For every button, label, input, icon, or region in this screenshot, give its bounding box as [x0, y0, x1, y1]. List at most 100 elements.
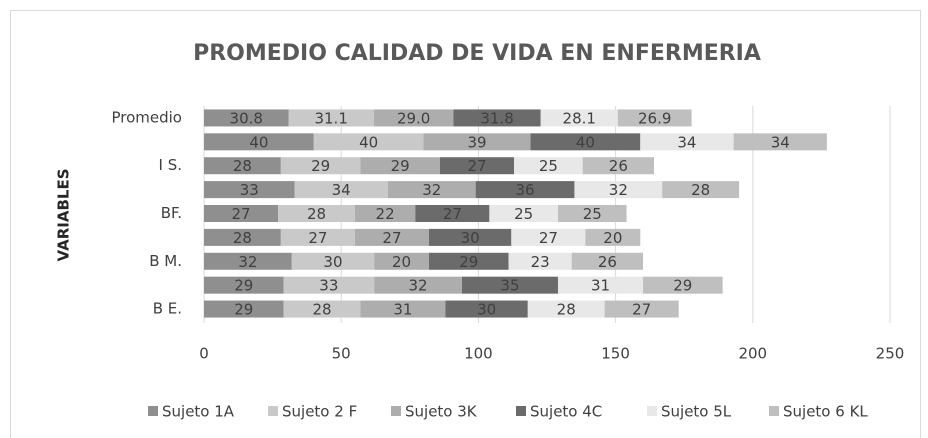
- legend-label: Sujeto 4C: [530, 403, 602, 421]
- data-label: 27: [231, 205, 250, 223]
- data-label: 28: [233, 229, 252, 247]
- x-tick-label: 250: [876, 345, 905, 363]
- data-label: 32: [238, 253, 257, 271]
- bar-segment: [360, 157, 440, 175]
- x-tick-label: 50: [332, 345, 351, 363]
- bar-segment: [511, 228, 586, 246]
- data-label: 39: [467, 133, 486, 151]
- legend-label: Sujeto 3K: [405, 403, 478, 421]
- x-tick-label: 0: [199, 345, 209, 363]
- bar-segment: [571, 252, 644, 270]
- y-axis-title: VARIABLES: [55, 169, 73, 262]
- data-label: 29: [311, 157, 330, 175]
- x-tick-label: 100: [464, 345, 493, 363]
- bar-segment: [204, 109, 289, 127]
- y-tick-label: B M.: [149, 252, 182, 270]
- data-label: 29: [459, 253, 478, 271]
- data-label: 36: [516, 181, 535, 199]
- bar-segment: [508, 252, 572, 270]
- data-label: 26: [609, 157, 628, 175]
- legend-swatch: [516, 406, 526, 416]
- bar-segment: [557, 276, 644, 294]
- data-label: 25: [583, 205, 602, 223]
- bar-segment: [453, 109, 541, 127]
- data-label: 31.8: [480, 109, 513, 127]
- data-label: 29: [673, 277, 692, 295]
- data-label: 31.1: [314, 109, 347, 127]
- data-label: 25: [539, 157, 558, 175]
- data-label: 32: [422, 181, 441, 199]
- x-tick-label: 150: [601, 345, 630, 363]
- data-label: 29.0: [397, 109, 430, 127]
- legend-label: Sujeto 5L: [661, 403, 732, 421]
- y-tick-label: B E.: [153, 300, 182, 318]
- data-label: 28: [307, 205, 326, 223]
- data-label: 40: [359, 133, 378, 151]
- bar-segment: [582, 157, 655, 175]
- data-label: 25: [514, 205, 533, 223]
- chart-frame: [10, 10, 921, 438]
- legend-label: Sujeto 2 F: [282, 403, 357, 421]
- bar-segment: [423, 133, 531, 151]
- data-label: 27: [443, 205, 462, 223]
- data-label: 31: [591, 277, 610, 295]
- bar-segment: [643, 276, 723, 294]
- bar-segment: [429, 252, 509, 270]
- data-label: 32: [609, 181, 628, 199]
- data-label: 20: [392, 253, 411, 271]
- legend-swatch: [769, 406, 779, 416]
- bar-segment: [204, 252, 292, 270]
- data-label: 28: [557, 301, 576, 319]
- data-label: 29: [234, 301, 253, 319]
- legend-label: Sujeto 1A: [162, 403, 235, 421]
- data-label: 23: [531, 253, 550, 271]
- bar-segment: [733, 133, 827, 151]
- data-label: 35: [500, 277, 519, 295]
- data-label: 33: [319, 277, 338, 295]
- bar-segment: [374, 276, 462, 294]
- data-label: 32: [408, 277, 427, 295]
- bar-segment: [415, 205, 490, 222]
- bar-segment: [283, 276, 375, 294]
- bar-segment: [280, 228, 355, 246]
- legend-swatch: [268, 406, 278, 416]
- y-tick-label: BF.: [161, 204, 182, 222]
- bar-segment: [514, 157, 583, 175]
- data-label: 26: [598, 253, 617, 271]
- bar-segment: [204, 181, 295, 199]
- bar-segment: [662, 181, 740, 199]
- bar-segment: [288, 109, 374, 127]
- bar-segment: [204, 133, 314, 151]
- data-label: 30: [461, 229, 480, 247]
- data-label: 27: [308, 229, 327, 247]
- data-label: 28: [233, 157, 252, 175]
- data-label: 29: [234, 277, 253, 295]
- legend-swatch: [148, 406, 158, 416]
- bar-segment: [204, 300, 284, 318]
- data-label: 27: [632, 301, 651, 319]
- bar-segment: [204, 276, 284, 294]
- bar-segment: [387, 181, 476, 199]
- y-tick-label: Promedio: [111, 108, 182, 126]
- x-tick-label: 200: [738, 345, 767, 363]
- data-label: 20: [603, 229, 622, 247]
- bar-segment: [354, 228, 430, 246]
- bar-segment: [291, 252, 375, 270]
- bar-segment: [475, 181, 575, 199]
- data-label: 30: [323, 253, 342, 271]
- data-label: 30.8: [230, 109, 263, 127]
- bar-segment: [527, 300, 605, 318]
- data-label: 34: [332, 181, 351, 199]
- bar-segment: [574, 181, 663, 199]
- bar-segment: [204, 157, 281, 175]
- bar-segment: [278, 205, 355, 222]
- data-label: 28: [691, 181, 710, 199]
- bar-segment: [354, 205, 416, 222]
- bar-segment: [530, 133, 641, 151]
- bar-segment: [429, 228, 512, 246]
- bar-segment: [373, 109, 454, 127]
- legend-swatch: [391, 406, 401, 416]
- bar-segment: [489, 205, 558, 222]
- bar-segment: [280, 157, 361, 175]
- data-label: 33: [240, 181, 259, 199]
